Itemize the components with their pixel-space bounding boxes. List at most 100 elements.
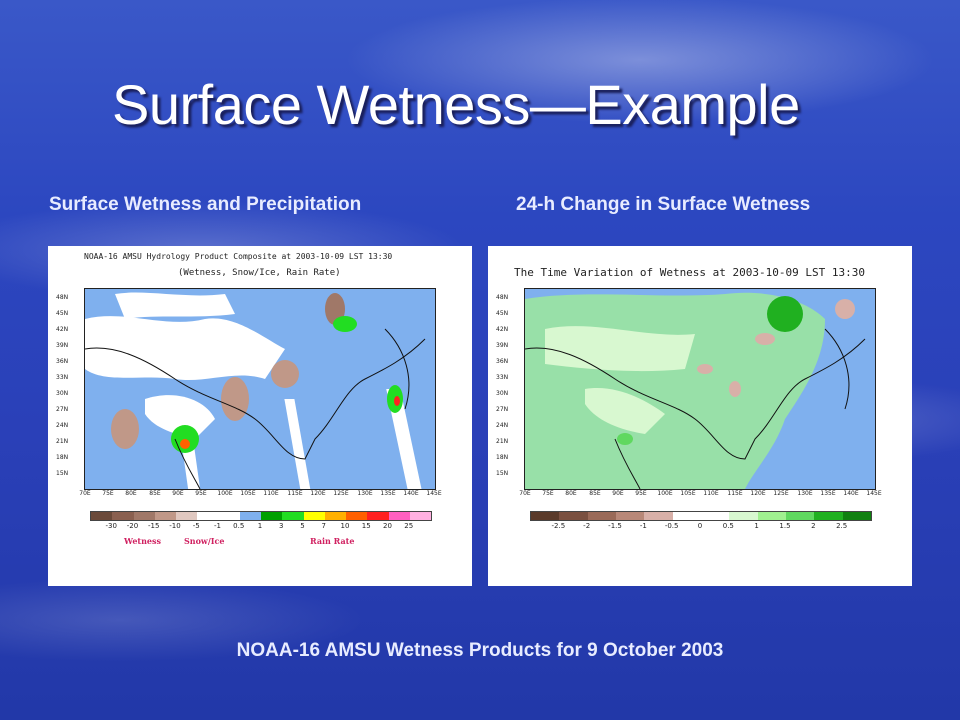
colorbar-swatch: [91, 512, 113, 520]
colorbar-label: 0.5: [233, 522, 245, 530]
lat-tick: 18N: [56, 454, 69, 461]
colorbar-swatch: [324, 512, 346, 520]
lon-tick: 135E: [380, 490, 396, 497]
colorbar-swatch: [615, 512, 645, 520]
lat-tick: 18N: [496, 454, 509, 461]
colorbar-label: 10: [340, 522, 350, 530]
lon-tick: 90E: [172, 490, 184, 497]
wetness-change-map-image: [525, 289, 875, 489]
lat-tick: 15N: [56, 470, 69, 477]
lon-tick: 145E: [866, 490, 882, 497]
figure-title: NOAA-16 AMSU Hydrology Product Composite…: [84, 252, 393, 261]
colorbar-swatch: [303, 512, 325, 520]
lon-tick: 125E: [773, 490, 789, 497]
colorbar-swatch: [154, 512, 176, 520]
lat-tick: 15N: [496, 470, 509, 477]
colorbar-swatch: [133, 512, 155, 520]
colorbar-swatch: [842, 512, 871, 520]
colorbar-swatch: [785, 512, 815, 520]
lon-tick: 115E: [727, 490, 743, 497]
lon-tick: 95E: [635, 490, 647, 497]
colorbar-swatch: [559, 512, 588, 520]
colorbar-label: 7: [321, 522, 326, 530]
lat-tick: 39N: [56, 342, 69, 349]
left-heading: Surface Wetness and Precipitation: [49, 194, 362, 215]
colorbar-swatch: [409, 512, 431, 520]
lon-tick: 95E: [195, 490, 207, 497]
lon-tick: 140E: [843, 490, 859, 497]
lon-tick: 145E: [426, 490, 442, 497]
colorbar-label: 25: [404, 522, 414, 530]
colorbar: [530, 511, 872, 521]
lat-tick: 21N: [496, 438, 509, 445]
lat-tick: 42N: [56, 326, 69, 333]
lat-tick: 48N: [496, 294, 509, 301]
lat-tick: 33N: [496, 374, 509, 381]
colorbar-label: -1: [214, 522, 221, 530]
colorbar-label: 1: [257, 522, 263, 530]
colorbar-label: 1: [754, 522, 759, 530]
lon-tick: 75E: [102, 490, 114, 497]
colorbar-swatch: [282, 512, 304, 520]
legend-rain-rate: Rain Rate: [310, 536, 355, 546]
lat-tick: 27N: [496, 406, 509, 413]
lon-tick: 100E: [657, 490, 673, 497]
colorbar-label: 1.5: [779, 522, 791, 530]
colorbar-label: 0.5: [722, 522, 734, 530]
lon-tick: 110E: [263, 490, 279, 497]
figure-title: The Time Variation of Wetness at 2003-10…: [514, 266, 865, 279]
colorbar-swatch: [757, 512, 786, 520]
colorbar: [90, 511, 432, 521]
lon-tick: 70E: [519, 490, 531, 497]
slide-title: Surface Wetness—Example: [112, 73, 800, 136]
colorbar-label: 2: [811, 522, 816, 530]
lon-tick: 130E: [797, 490, 813, 497]
lon-tick: 105E: [240, 490, 256, 497]
lat-tick: 30N: [496, 390, 509, 397]
lat-tick: 39N: [496, 342, 509, 349]
lat-tick: 36N: [56, 358, 69, 365]
lon-tick: 80E: [125, 490, 137, 497]
wetness-map-image: [85, 289, 435, 489]
colorbar-swatch: [176, 512, 198, 520]
colorbar-swatch: [112, 512, 134, 520]
lat-tick: 36N: [496, 358, 509, 365]
wetness-change-figure: The Time Variation of Wetness at 2003-10…: [488, 246, 912, 586]
lat-tick: 48N: [56, 294, 69, 301]
colorbar-label: 15: [361, 522, 371, 530]
lon-tick: 90E: [612, 490, 624, 497]
colorbar-swatch: [531, 512, 560, 520]
lat-tick: 42N: [496, 326, 509, 333]
lon-tick: 130E: [357, 490, 373, 497]
colorbar-label: -2.5: [551, 522, 566, 530]
colorbar-swatch: [814, 512, 843, 520]
colorbar-label: -30: [105, 522, 117, 530]
lat-tick: 45N: [56, 310, 69, 317]
lat-tick: 27N: [56, 406, 69, 413]
slide-caption: NOAA-16 AMSU Wetness Products for 9 Octo…: [236, 640, 724, 661]
colorbar-label: 5: [300, 522, 305, 530]
lon-tick: 100E: [217, 490, 233, 497]
lon-tick: 120E: [310, 490, 326, 497]
lat-tick: 24N: [56, 422, 69, 429]
legend-wetness: Wetness: [124, 536, 162, 546]
lon-tick: 115E: [287, 490, 303, 497]
colorbar-label: 2.5: [836, 522, 848, 530]
lon-tick: 120E: [750, 490, 766, 497]
colorbar-label: -2: [583, 522, 591, 530]
colorbar-swatch: [388, 512, 410, 520]
colorbar-label: 20: [383, 522, 392, 530]
colorbar-swatch: [644, 512, 673, 520]
map-area: [84, 288, 436, 490]
colorbar-swatch: [239, 512, 261, 520]
colorbar-swatch: [261, 512, 283, 520]
lat-tick: 24N: [496, 422, 509, 429]
lat-tick: 45N: [496, 310, 509, 317]
lat-tick: 30N: [56, 390, 69, 397]
colorbar-label: -5: [192, 522, 200, 530]
lon-tick: 85E: [149, 490, 161, 497]
wetness-precip-figure: NOAA-16 AMSU Hydrology Product Composite…: [48, 246, 472, 586]
colorbar-label: 3: [279, 522, 284, 530]
colorbar-label: -15: [148, 522, 160, 530]
map-area: [524, 288, 876, 490]
